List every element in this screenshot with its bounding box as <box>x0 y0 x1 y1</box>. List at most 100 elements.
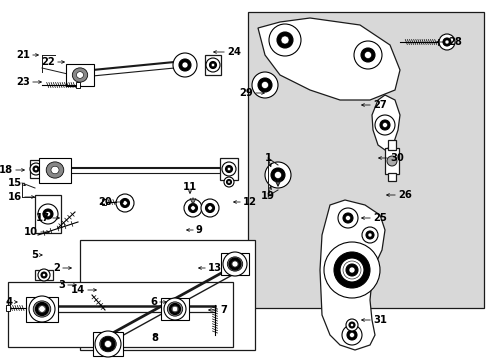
Circle shape <box>226 180 231 184</box>
Text: 6: 6 <box>150 297 157 307</box>
Circle shape <box>122 201 127 205</box>
Circle shape <box>228 258 241 270</box>
Circle shape <box>324 242 379 298</box>
Bar <box>39 158 71 183</box>
Circle shape <box>251 72 278 98</box>
Circle shape <box>205 58 220 72</box>
Circle shape <box>337 208 357 228</box>
Circle shape <box>33 166 39 172</box>
Ellipse shape <box>227 257 242 271</box>
Circle shape <box>270 168 285 182</box>
Bar <box>80 240 254 350</box>
Text: 31: 31 <box>372 315 386 325</box>
Circle shape <box>361 227 377 243</box>
Circle shape <box>360 48 374 62</box>
Bar <box>76 82 80 88</box>
Bar <box>220 158 238 180</box>
Text: 13: 13 <box>207 263 222 273</box>
Circle shape <box>276 32 292 48</box>
Circle shape <box>211 63 214 67</box>
Text: 1: 1 <box>264 153 271 163</box>
Circle shape <box>163 298 185 320</box>
Circle shape <box>95 331 121 357</box>
Circle shape <box>438 34 454 50</box>
Bar <box>26 297 58 321</box>
Circle shape <box>43 209 53 219</box>
Circle shape <box>350 324 353 327</box>
Text: 27: 27 <box>372 100 386 110</box>
Text: 15: 15 <box>8 178 22 188</box>
Circle shape <box>227 167 230 171</box>
Text: 16: 16 <box>8 192 22 202</box>
Ellipse shape <box>72 68 87 82</box>
Circle shape <box>38 204 58 224</box>
Circle shape <box>179 59 191 71</box>
Text: 24: 24 <box>226 47 241 57</box>
Circle shape <box>345 216 350 220</box>
Circle shape <box>342 213 352 223</box>
Ellipse shape <box>104 341 112 348</box>
Text: 10: 10 <box>24 227 38 237</box>
Circle shape <box>444 40 448 44</box>
Text: 14: 14 <box>71 285 85 295</box>
Circle shape <box>190 206 195 210</box>
Circle shape <box>339 258 363 282</box>
Polygon shape <box>258 18 399 100</box>
Circle shape <box>101 337 115 351</box>
Circle shape <box>349 333 354 338</box>
Circle shape <box>224 177 234 187</box>
Circle shape <box>182 62 187 68</box>
Circle shape <box>222 162 236 176</box>
Bar <box>6 305 10 311</box>
Circle shape <box>30 163 42 175</box>
Circle shape <box>225 166 232 172</box>
Circle shape <box>379 120 389 130</box>
Circle shape <box>116 194 134 212</box>
Circle shape <box>227 181 230 183</box>
Bar <box>66 64 94 86</box>
Bar <box>35 195 61 233</box>
Circle shape <box>104 341 111 347</box>
Text: 4: 4 <box>6 297 13 307</box>
Circle shape <box>365 231 373 239</box>
Ellipse shape <box>167 302 183 316</box>
Circle shape <box>333 252 369 288</box>
Text: 18: 18 <box>0 165 13 175</box>
Circle shape <box>223 252 246 276</box>
Text: 29: 29 <box>239 88 252 98</box>
Circle shape <box>205 203 214 212</box>
Circle shape <box>45 211 50 216</box>
Bar <box>437 39 441 45</box>
Ellipse shape <box>171 306 178 312</box>
Circle shape <box>442 38 450 46</box>
Bar <box>161 298 189 320</box>
Bar <box>35 270 53 280</box>
Ellipse shape <box>33 301 51 317</box>
Bar <box>204 55 221 75</box>
Text: 11: 11 <box>183 182 197 192</box>
Polygon shape <box>247 12 483 308</box>
Bar <box>8 282 232 347</box>
Circle shape <box>382 122 386 127</box>
Circle shape <box>353 41 381 69</box>
Text: 25: 25 <box>372 213 386 223</box>
Circle shape <box>183 199 202 217</box>
Text: 21: 21 <box>16 50 30 60</box>
Circle shape <box>374 115 394 135</box>
Circle shape <box>42 274 45 276</box>
Circle shape <box>201 199 219 217</box>
Ellipse shape <box>51 166 59 174</box>
Polygon shape <box>371 95 399 150</box>
Ellipse shape <box>100 336 116 352</box>
Circle shape <box>367 233 371 237</box>
Circle shape <box>207 206 212 210</box>
Bar <box>30 160 42 178</box>
Polygon shape <box>319 200 384 350</box>
Circle shape <box>264 162 290 188</box>
Circle shape <box>342 261 360 279</box>
Text: 8: 8 <box>151 333 158 343</box>
Circle shape <box>231 261 238 267</box>
Text: 12: 12 <box>243 197 257 207</box>
Circle shape <box>348 322 354 328</box>
Circle shape <box>261 81 268 89</box>
